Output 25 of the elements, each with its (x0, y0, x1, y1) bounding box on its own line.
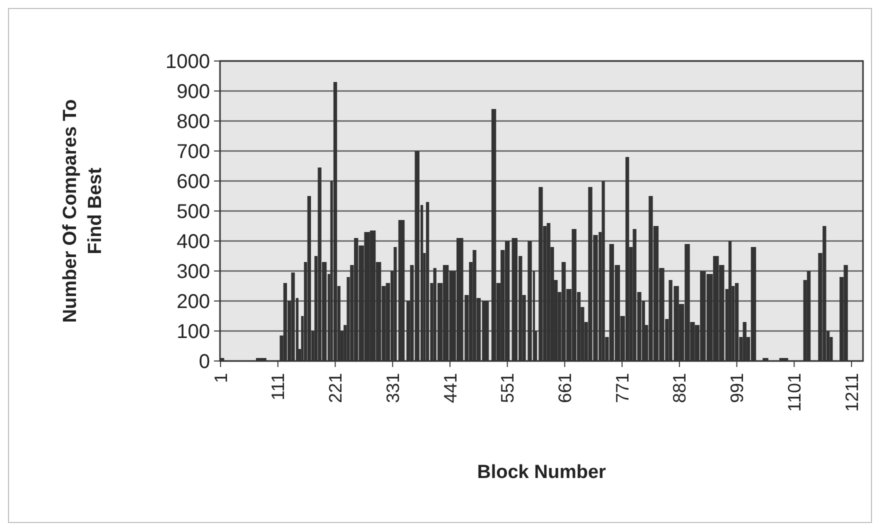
x-tick-label: 661 (555, 373, 576, 404)
x-tick-label: 771 (612, 373, 632, 404)
x-tick-label: 991 (727, 373, 748, 404)
y-tick-label: 1000 (166, 51, 210, 73)
y-tick-label: 800 (176, 111, 210, 133)
y-tick-label: 400 (176, 231, 210, 253)
y-tick-label: 700 (176, 141, 210, 163)
y-axis-title: Number Of Compares To Find Best (60, 99, 106, 323)
x-tick-label: 1211 (842, 373, 862, 412)
y-tick-label: 900 (176, 81, 210, 103)
y-tick-label: 300 (176, 261, 210, 283)
x-axis-title: Block Number (477, 462, 607, 483)
x-tick-label: 441 (440, 373, 460, 404)
y-tick-label: 500 (176, 201, 210, 223)
x-tick-label: 1 (210, 373, 231, 384)
x-tick-label: 221 (326, 373, 346, 404)
x-tick-label: 551 (498, 373, 518, 404)
y-tick-label: 600 (176, 171, 210, 193)
x-tick-label: 111 (268, 373, 288, 400)
y-tick-label: 0 (198, 351, 210, 373)
x-tick-label: 881 (670, 373, 690, 404)
y-tick-label: 200 (176, 291, 210, 313)
y-tick-label: 100 (176, 321, 210, 343)
x-tick-label: 331 (382, 373, 403, 404)
x-tick-label: 1101 (784, 373, 804, 412)
